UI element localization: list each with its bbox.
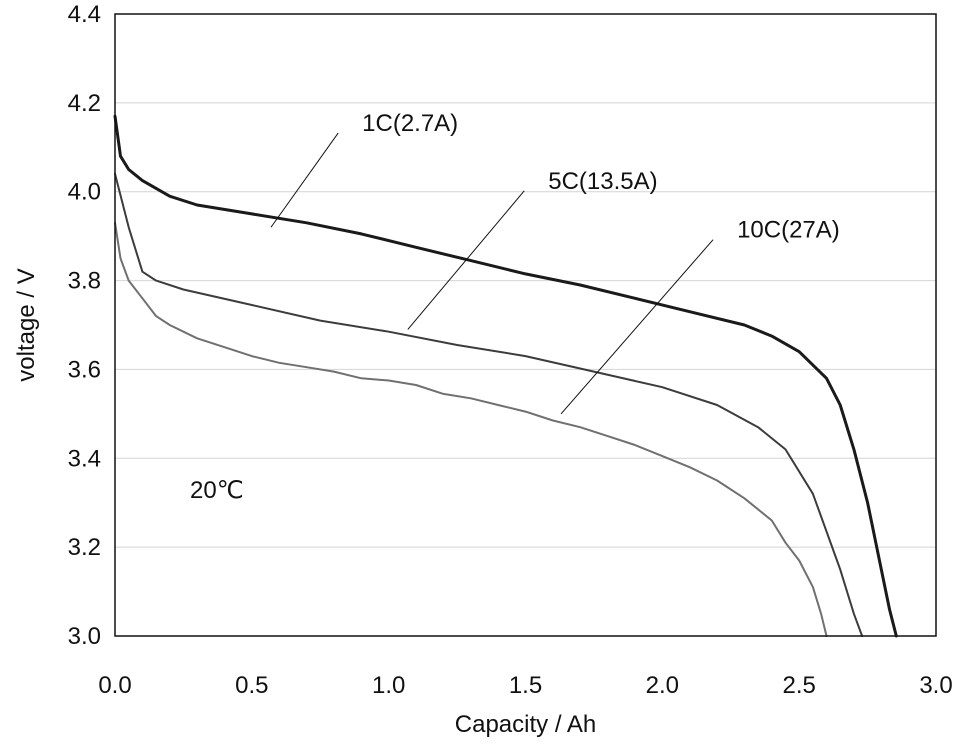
x-tick-label: 3.0 xyxy=(919,672,952,699)
x-tick-label: 2.0 xyxy=(646,672,679,699)
y-tick-label: 4.0 xyxy=(68,179,101,206)
x-tick-label: 2.5 xyxy=(782,672,815,699)
gridlines xyxy=(115,102,936,548)
y-tick-label: 4.4 xyxy=(68,1,101,28)
y-tick-label: 3.6 xyxy=(68,356,101,383)
x-tick-label: 0.0 xyxy=(98,672,131,699)
series-line xyxy=(113,114,898,638)
x-tick-label: 0.5 xyxy=(235,672,268,699)
series-lines xyxy=(113,114,898,638)
x-tick-label: 1.0 xyxy=(372,672,405,699)
y-tick-label: 3.4 xyxy=(68,445,101,472)
series-labels: 1C(2.7A) 5C(13.5A) 10C(27A) xyxy=(362,110,840,244)
series-leader-line xyxy=(560,239,714,415)
y-tick-label: 3.0 xyxy=(68,623,101,650)
x-tick-labels: 0.0 0.5 1.0 1.5 2.0 2.5 3.0 xyxy=(98,672,952,699)
temperature-label: 20℃ xyxy=(190,477,244,504)
series-label: 5C(13.5A) xyxy=(548,168,657,195)
series-label: 1C(2.7A) xyxy=(362,110,458,137)
x-tick-label: 1.5 xyxy=(509,672,542,699)
series-label: 10C(27A) xyxy=(737,217,840,244)
y-tick-label: 3.8 xyxy=(68,268,101,295)
y-axis-title: voltage / V xyxy=(13,268,40,381)
series-line xyxy=(114,172,864,637)
label-leader-lines xyxy=(270,132,714,415)
x-axis-title: Capacity / Ah xyxy=(455,711,596,738)
y-tick-label: 4.2 xyxy=(68,90,101,117)
series-line xyxy=(114,221,828,637)
y-tick-labels: 3.0 3.2 3.4 3.6 3.8 4.0 4.2 4.4 xyxy=(68,1,101,650)
series-leader-line xyxy=(270,132,339,228)
plot-frame xyxy=(114,13,937,637)
y-tick-label: 3.2 xyxy=(68,534,101,561)
series-leader-line xyxy=(407,190,525,330)
